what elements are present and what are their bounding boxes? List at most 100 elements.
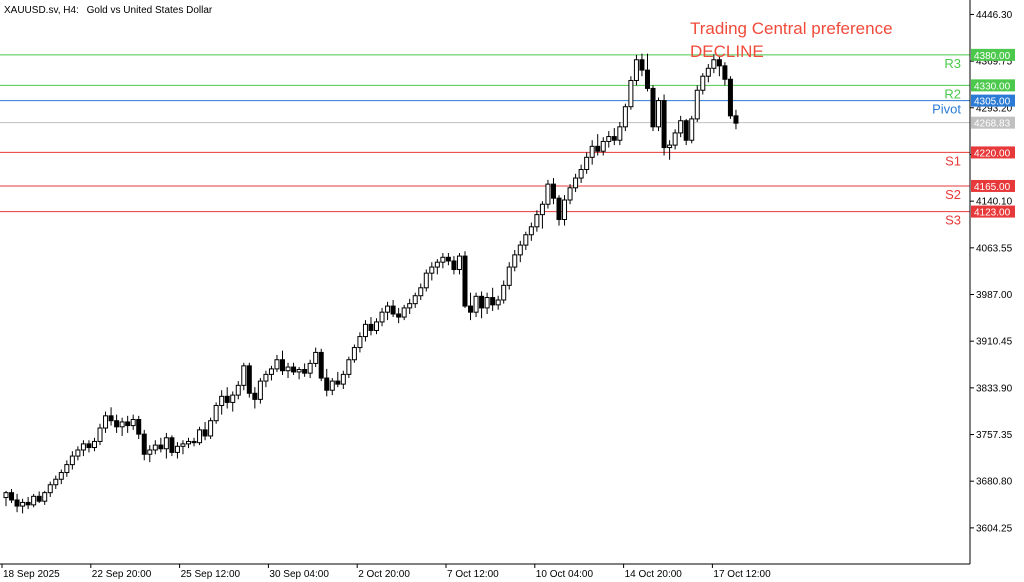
candle [606, 131, 612, 148]
candle [407, 298, 413, 315]
candle [86, 440, 92, 453]
y-tick-label: 3833.90 [976, 383, 1013, 394]
candle [705, 64, 711, 83]
y-tick-label: 3910.45 [976, 337, 1013, 348]
candle-body-up [401, 307, 407, 318]
candle-body-down [595, 145, 601, 152]
candle-body-up [47, 484, 53, 494]
candle-body-up [495, 299, 501, 306]
level-price-label-s1: 4220.00 [971, 146, 1015, 159]
candle [191, 437, 197, 447]
candle-body-up [711, 59, 717, 69]
level-name-pivot: Pivot [932, 102, 961, 117]
candle [650, 85, 656, 132]
candle-body-up [385, 305, 391, 313]
candle [429, 262, 435, 281]
candle-body-down [683, 120, 689, 141]
candle [169, 435, 175, 457]
level-price-label-s2: 4165.00 [971, 179, 1015, 193]
candle-body-up [69, 455, 75, 466]
candle [152, 440, 158, 455]
chart-symbol-header: XAUUSD.sv, H4: Gold vs United States Dol… [4, 5, 213, 16]
trading-central-title: Trading Central preference [690, 19, 893, 38]
candle [329, 378, 335, 396]
candle [197, 426, 203, 446]
candle [589, 140, 595, 165]
candle-body-up [407, 303, 413, 309]
candle [556, 195, 562, 226]
candle-body-down [224, 395, 230, 403]
candle-body-down [36, 495, 42, 502]
current-price-label-text: 4268.83 [974, 119, 1011, 130]
candle-body-up [185, 440, 191, 445]
candle [567, 184, 573, 205]
candle-body-up [263, 373, 269, 382]
candle [401, 304, 407, 321]
candle-body-up [130, 418, 136, 427]
x-tick-label: 17 Oct 12:00 [713, 569, 771, 580]
candle-body-down [556, 197, 562, 221]
candle-body-up [379, 311, 385, 323]
candle [91, 437, 97, 452]
candle [700, 73, 706, 95]
candle [656, 97, 662, 132]
candle-body-down [191, 440, 197, 444]
candle-body-down [716, 59, 722, 67]
candle-body-up [694, 89, 700, 120]
candle-body-down [136, 418, 142, 435]
y-tick-label: 3757.35 [976, 430, 1013, 441]
candle-body-up [545, 183, 551, 205]
candle [313, 347, 319, 368]
x-axis: 18 Sep 2025 22 Sep 20:00 25 Sep 12:00 30 Se… [1, 564, 771, 580]
candle-body-up [119, 421, 125, 428]
candle-body-up [64, 464, 70, 474]
candle-body-up [208, 420, 214, 437]
candle [268, 365, 274, 381]
candle [324, 368, 330, 397]
candle-body-up [506, 266, 512, 286]
candle [528, 222, 534, 241]
candle-body-down [479, 295, 485, 309]
candle-body-down [396, 313, 402, 318]
candle-body-down [318, 351, 324, 379]
candle-body-down [650, 87, 656, 128]
candle-body-up [429, 266, 435, 274]
candle-body-up [412, 295, 418, 305]
candle [9, 489, 15, 504]
candle-body-down [202, 429, 208, 437]
candle-body-up [606, 136, 612, 142]
candle [501, 280, 507, 304]
candle-body-up [578, 169, 584, 179]
candle [69, 451, 75, 470]
symbol-label: XAUUSD.sv, H4: [4, 5, 79, 16]
candles-layer [3, 53, 739, 514]
level-price-label-r2: 4330.00 [971, 79, 1015, 92]
candle [180, 440, 186, 455]
candle-body-up [257, 380, 263, 400]
candle-body-up [700, 75, 706, 91]
candle [351, 344, 357, 363]
candle-body-up [374, 321, 380, 331]
candle [733, 109, 739, 130]
candle-body-up [362, 323, 368, 338]
candle [318, 348, 324, 382]
candle-body-up [3, 492, 9, 499]
candle-body-up [307, 362, 313, 374]
candle [622, 103, 628, 132]
candle [36, 491, 42, 504]
candle-body-up [633, 59, 639, 81]
candle-body-up [418, 287, 424, 297]
candle-body-up [42, 492, 48, 502]
candle-body-up [241, 365, 247, 386]
candle-body-up [705, 67, 711, 77]
candle [584, 152, 590, 174]
candle-body-down [445, 256, 451, 262]
candle [263, 370, 269, 388]
candle-body-up [180, 443, 186, 447]
candle [291, 362, 297, 375]
candle [14, 493, 20, 513]
candle [108, 407, 114, 426]
candle-body-up [484, 297, 490, 309]
